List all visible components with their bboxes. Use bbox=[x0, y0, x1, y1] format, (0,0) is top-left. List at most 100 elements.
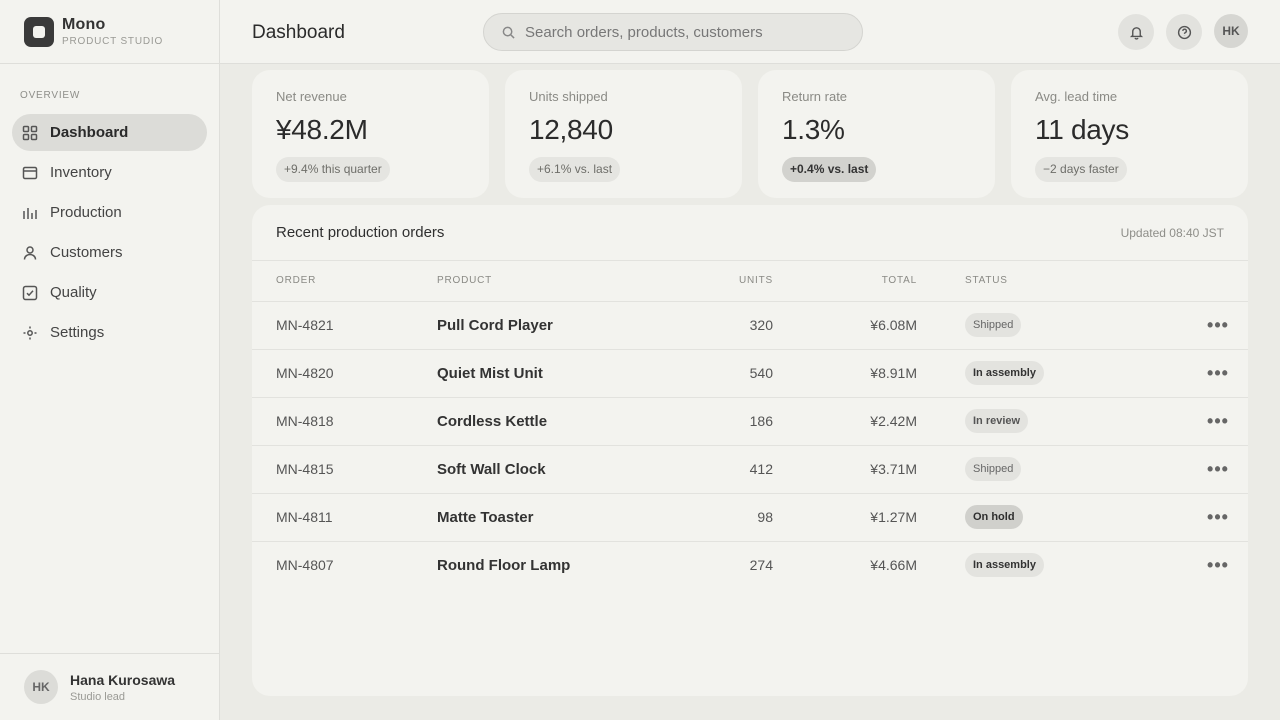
stat-value: 11 days bbox=[1035, 114, 1129, 145]
account-avatar[interactable]: HK bbox=[1214, 14, 1248, 48]
stat-cards: Net revenue ¥48.2M +9.4% this quarter Un… bbox=[252, 70, 1248, 198]
box-icon bbox=[22, 165, 38, 181]
total: ¥3.71M bbox=[773, 445, 917, 494]
row-menu-icon[interactable]: ••• bbox=[1207, 458, 1229, 479]
stat-card-net-revenue: Net revenue ¥48.2M +9.4% this quarter bbox=[252, 70, 489, 198]
column-header-order[interactable]: ORDER bbox=[252, 261, 437, 302]
panel-header: Recent production orders Updated 08:40 J… bbox=[252, 205, 1248, 261]
total: ¥8.91M bbox=[773, 349, 917, 398]
sidebar-item-customers[interactable]: Customers bbox=[12, 234, 207, 271]
user-profile[interactable]: HK Hana Kurosawa Studio lead bbox=[0, 653, 219, 720]
total: ¥4.66M bbox=[870, 557, 917, 574]
sidebar-item-settings[interactable]: Settings bbox=[12, 314, 207, 351]
sidebar: Mono PRODUCT STUDIO OVERVIEW Dashboard I… bbox=[0, 0, 220, 720]
help-button[interactable] bbox=[1166, 14, 1202, 50]
sidebar-item-production[interactable]: Production bbox=[12, 194, 207, 231]
column-header-units[interactable]: UNITS bbox=[657, 261, 773, 302]
stat-label: Avg. lead time bbox=[1035, 89, 1118, 104]
order-id: MN-4818 bbox=[252, 397, 437, 446]
search-bar[interactable] bbox=[483, 13, 863, 51]
total: ¥1.27M bbox=[773, 493, 917, 542]
sidebar-item-quality[interactable]: Quality bbox=[12, 274, 207, 311]
page-title: Dashboard bbox=[252, 22, 345, 43]
product-name: Quiet Mist Unit bbox=[437, 349, 657, 398]
orders-table: ORDER PRODUCT UNITS TOTAL STATUS MN-4821… bbox=[252, 261, 1248, 589]
product-name: Soft Wall Clock bbox=[437, 445, 657, 494]
table-header-row: ORDER PRODUCT UNITS TOTAL STATUS bbox=[252, 261, 1248, 302]
user-role: Studio lead bbox=[70, 690, 126, 703]
stat-value: 12,840 bbox=[529, 114, 613, 145]
table-row[interactable]: MN-4807 Round Floor Lamp 274 ¥4.66M In a… bbox=[252, 541, 1248, 589]
status-badge: In assembly bbox=[965, 361, 1044, 385]
sidebar-nav: Dashboard Inventory Production Customers… bbox=[12, 114, 207, 354]
order-id: MN-4807 bbox=[276, 557, 334, 574]
notifications-button[interactable] bbox=[1118, 14, 1154, 50]
search-input[interactable] bbox=[525, 23, 845, 41]
order-id: MN-4811 bbox=[252, 493, 437, 542]
bell-icon bbox=[1129, 26, 1143, 40]
product-name: Cordless Kettle bbox=[437, 397, 657, 446]
order-id: MN-4821 bbox=[252, 301, 437, 350]
units: 186 bbox=[657, 397, 773, 446]
status-badge: In assembly bbox=[965, 553, 1044, 578]
user-icon bbox=[22, 245, 38, 261]
product-name: Matte Toaster bbox=[437, 493, 657, 542]
row-menu-icon[interactable]: ••• bbox=[1207, 554, 1229, 575]
row-menu-icon[interactable]: ••• bbox=[1207, 362, 1229, 383]
units: 274 bbox=[749, 557, 773, 574]
user-name: Hana Kurosawa bbox=[70, 671, 176, 688]
table-row[interactable]: MN-4820 Quiet Mist Unit 540 ¥8.91M In as… bbox=[252, 349, 1248, 398]
column-header-status[interactable]: STATUS bbox=[917, 261, 1188, 302]
stat-badge: +9.4% this quarter bbox=[276, 157, 390, 182]
brand-logo-icon bbox=[24, 16, 54, 47]
sidebar-item-dashboard[interactable]: Dashboard bbox=[12, 114, 207, 151]
status-badge: On hold bbox=[965, 505, 1023, 529]
stat-card-units-shipped: Units shipped 12,840 +6.1% vs. last bbox=[505, 70, 742, 198]
product-name: Round Floor Lamp bbox=[437, 556, 571, 574]
status-badge: Shipped bbox=[965, 457, 1022, 481]
product-name: Pull Cord Player bbox=[437, 301, 657, 350]
brand-subtitle: PRODUCT STUDIO bbox=[62, 36, 164, 47]
units: 320 bbox=[657, 301, 773, 350]
row-menu-icon[interactable]: ••• bbox=[1207, 506, 1229, 527]
column-header-product[interactable]: PRODUCT bbox=[437, 261, 657, 302]
stat-badge: +0.4% vs. last bbox=[782, 157, 877, 182]
total: ¥2.42M bbox=[773, 397, 917, 446]
units: 412 bbox=[657, 445, 773, 494]
sidebar-item-label: Production bbox=[50, 204, 122, 221]
nav-section-label: OVERVIEW bbox=[20, 90, 81, 101]
grid-icon bbox=[22, 125, 38, 141]
table-row[interactable]: MN-4818 Cordless Kettle 186 ¥2.42M In re… bbox=[252, 397, 1248, 446]
table-row[interactable]: MN-4811 Matte Toaster 98 ¥1.27M On hold … bbox=[252, 493, 1248, 542]
row-menu-icon[interactable]: ••• bbox=[1207, 410, 1229, 431]
column-header-actions bbox=[1188, 261, 1248, 302]
topbar: Dashboard HK bbox=[220, 0, 1280, 64]
stat-label: Units shipped bbox=[529, 89, 608, 104]
brand: Mono PRODUCT STUDIO bbox=[0, 0, 219, 64]
brand-name: Mono bbox=[62, 16, 106, 33]
table-row[interactable]: MN-4815 Soft Wall Clock 412 ¥3.71M Shipp… bbox=[252, 445, 1248, 494]
status-badge: Shipped bbox=[965, 313, 1022, 337]
stat-value: ¥48.2M bbox=[276, 114, 368, 145]
stat-label: Net revenue bbox=[276, 89, 347, 104]
search-icon bbox=[502, 26, 515, 39]
sidebar-item-label: Customers bbox=[50, 244, 123, 261]
stat-card-return-rate: Return rate 1.3% +0.4% vs. last bbox=[758, 70, 995, 198]
check-square-icon bbox=[22, 285, 38, 301]
order-id: MN-4815 bbox=[252, 445, 437, 494]
stat-badge: −2 days faster bbox=[1035, 157, 1127, 182]
order-id: MN-4820 bbox=[252, 349, 437, 398]
stat-value: 1.3% bbox=[782, 114, 845, 145]
total: ¥6.08M bbox=[773, 301, 917, 350]
updated-timestamp: Updated 08:40 JST bbox=[1120, 225, 1224, 240]
help-icon bbox=[1177, 25, 1191, 39]
stat-label: Return rate bbox=[782, 89, 848, 104]
column-header-total[interactable]: TOTAL bbox=[773, 261, 917, 302]
table-row[interactable]: MN-4821 Pull Cord Player 320 ¥6.08M Ship… bbox=[252, 301, 1248, 350]
sidebar-item-inventory[interactable]: Inventory bbox=[12, 154, 207, 191]
row-menu-icon[interactable]: ••• bbox=[1207, 314, 1229, 335]
orders-panel: Recent production orders Updated 08:40 J… bbox=[252, 205, 1248, 696]
status-badge: In review bbox=[965, 409, 1029, 433]
sidebar-item-label: Quality bbox=[50, 284, 97, 301]
sidebar-item-label: Settings bbox=[50, 324, 105, 341]
